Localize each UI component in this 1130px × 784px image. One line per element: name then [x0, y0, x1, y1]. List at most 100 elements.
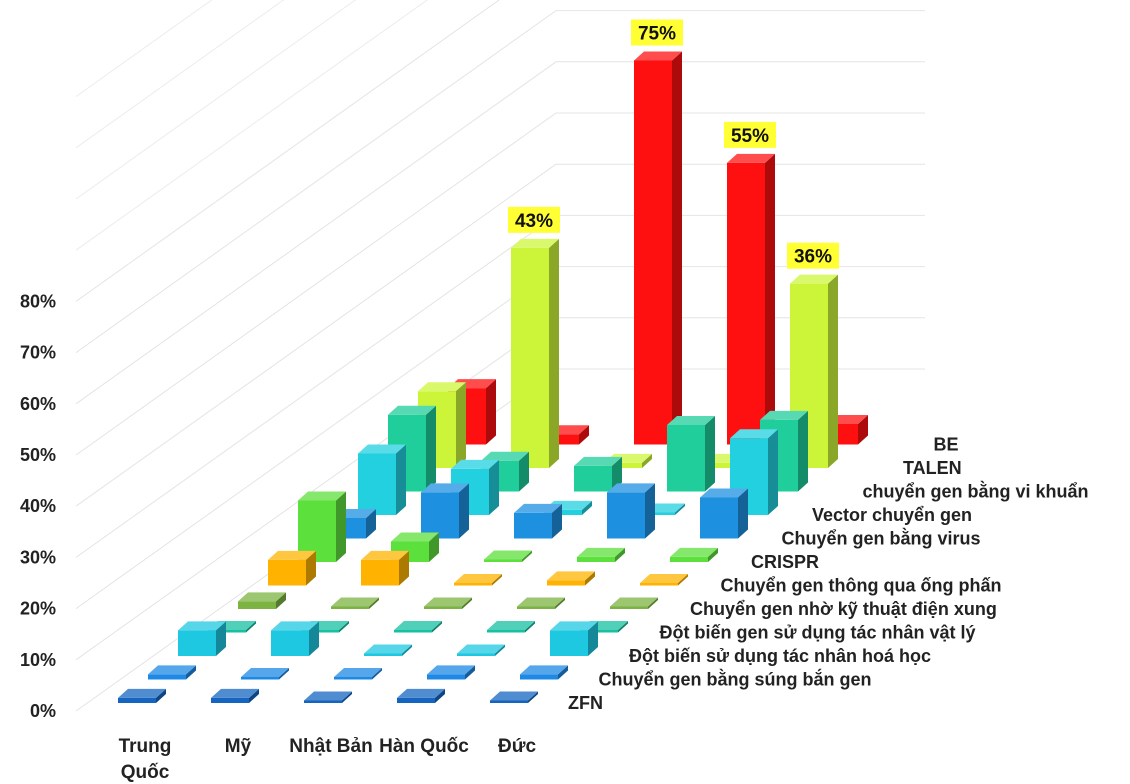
bar-be-nhat-ban: [634, 51, 682, 445]
bar-side: [435, 688, 445, 703]
gridline-wall: [75, 0, 429, 251]
bar-front: [574, 465, 612, 492]
bar-top: [361, 550, 409, 560]
bar-side: [558, 665, 568, 680]
bar-side: [279, 667, 289, 680]
bar-side: [768, 429, 778, 515]
bar-dot-bien-su-dung-tac-nhan-hoa-hoc-nhat-ban: [364, 644, 412, 656]
bar-side: [672, 51, 682, 445]
gridline-wall: [75, 0, 285, 149]
bar-chuyen-gen-thong-qua-ong-phan-trung-quoc: [268, 550, 316, 586]
bar-side: [396, 444, 406, 515]
bar-front: [271, 630, 309, 656]
bar-chuyen-gen-bang-virus-han-quoc: [607, 483, 655, 539]
bar-front: [454, 582, 492, 586]
bar-front: [394, 629, 432, 633]
bar-side: [459, 483, 469, 539]
bar-top: [607, 483, 655, 493]
bar-side: [585, 571, 595, 586]
bar-front: [421, 492, 459, 539]
x-tick-label: Trung Quốc: [119, 736, 172, 783]
bar-top: [634, 51, 682, 61]
bar-top: [241, 667, 289, 677]
bar-zfn-my: [211, 688, 259, 703]
bar-side: [186, 665, 196, 680]
bar-side: [462, 597, 472, 609]
bar-zfn-duc: [490, 691, 538, 703]
bar-side: [369, 597, 379, 609]
bar-front: [364, 653, 402, 656]
data-label-text: 43%: [515, 211, 553, 232]
bar-front: [427, 674, 465, 680]
bar-top: [727, 153, 775, 163]
series-label-vector-chuyen-gen: Vector chuyển gen: [812, 505, 972, 525]
bar-front: [517, 606, 555, 609]
bar-side: [339, 620, 349, 633]
gridline-wall: [75, 266, 557, 610]
bar-top: [388, 405, 436, 415]
bar-side: [549, 238, 559, 468]
bar-front: [727, 162, 765, 445]
bar-side: [579, 425, 589, 445]
bar-top: [271, 621, 319, 631]
y-tick-label: 20%: [20, 599, 56, 619]
data-label: 55%: [724, 121, 776, 148]
bar-side: [519, 451, 529, 492]
y-tick-label: 10%: [20, 650, 56, 670]
bar-top: [451, 459, 499, 469]
y-tick-label: 0%: [30, 701, 56, 721]
bar-front: [268, 559, 306, 586]
bar-front: [331, 606, 369, 609]
bar-chuyen-gen-bang-virus-duc: [700, 488, 748, 539]
bar-side: [618, 620, 628, 633]
gridline-wall: [75, 112, 557, 456]
bar-top: [547, 571, 595, 581]
bar-top: [670, 547, 718, 557]
bar-front: [148, 674, 186, 680]
bar-top: [574, 456, 622, 466]
y-tick-label: 80%: [20, 291, 56, 311]
gridline-wall: [75, 317, 557, 661]
bar-front: [667, 424, 705, 492]
bar-front: [610, 606, 648, 609]
bar-be-han-quoc: [727, 153, 775, 445]
bar-top: [484, 550, 532, 560]
bar-front: [397, 697, 435, 703]
bar-side: [588, 621, 598, 656]
gridline-wall: [75, 0, 500, 302]
bar-side: [492, 573, 502, 586]
bar-front: [634, 60, 672, 445]
data-label: 36%: [787, 242, 839, 269]
bar-side: [678, 573, 688, 586]
bar-front: [550, 630, 588, 656]
gridlines: [75, 0, 925, 712]
bar-top: [487, 620, 535, 630]
bar-top: [514, 503, 562, 513]
bar-side: [399, 550, 409, 586]
bar-zfn-han-quoc: [397, 688, 445, 703]
bar-top: [418, 382, 466, 392]
bar-side: [525, 620, 535, 633]
bar-front: [298, 500, 336, 562]
data-label-bg: [631, 19, 683, 46]
bars: [118, 51, 868, 703]
bar-top: [490, 691, 538, 701]
bar-top: [511, 238, 559, 248]
y-tick-label: 60%: [20, 394, 56, 414]
bar-crispr-duc: [670, 547, 718, 562]
bar-top: [148, 665, 196, 675]
gridline-wall: [75, 163, 557, 507]
bar-top: [454, 573, 502, 583]
bar-side: [648, 597, 658, 609]
bar-top: [640, 573, 688, 583]
bar-dot-bien-su-dung-tac-nhan-hoa-hoc-han-quoc: [457, 644, 505, 656]
bar-front: [511, 247, 549, 468]
bar-top: [358, 444, 406, 454]
bar-zfn-trung-quoc: [118, 688, 166, 703]
bar-top: [178, 621, 226, 631]
bar-chuyen-gen-bang-virus-my: [421, 483, 469, 539]
bar-side: [402, 644, 412, 656]
bar-side: [486, 379, 496, 445]
bar-front: [520, 674, 558, 680]
